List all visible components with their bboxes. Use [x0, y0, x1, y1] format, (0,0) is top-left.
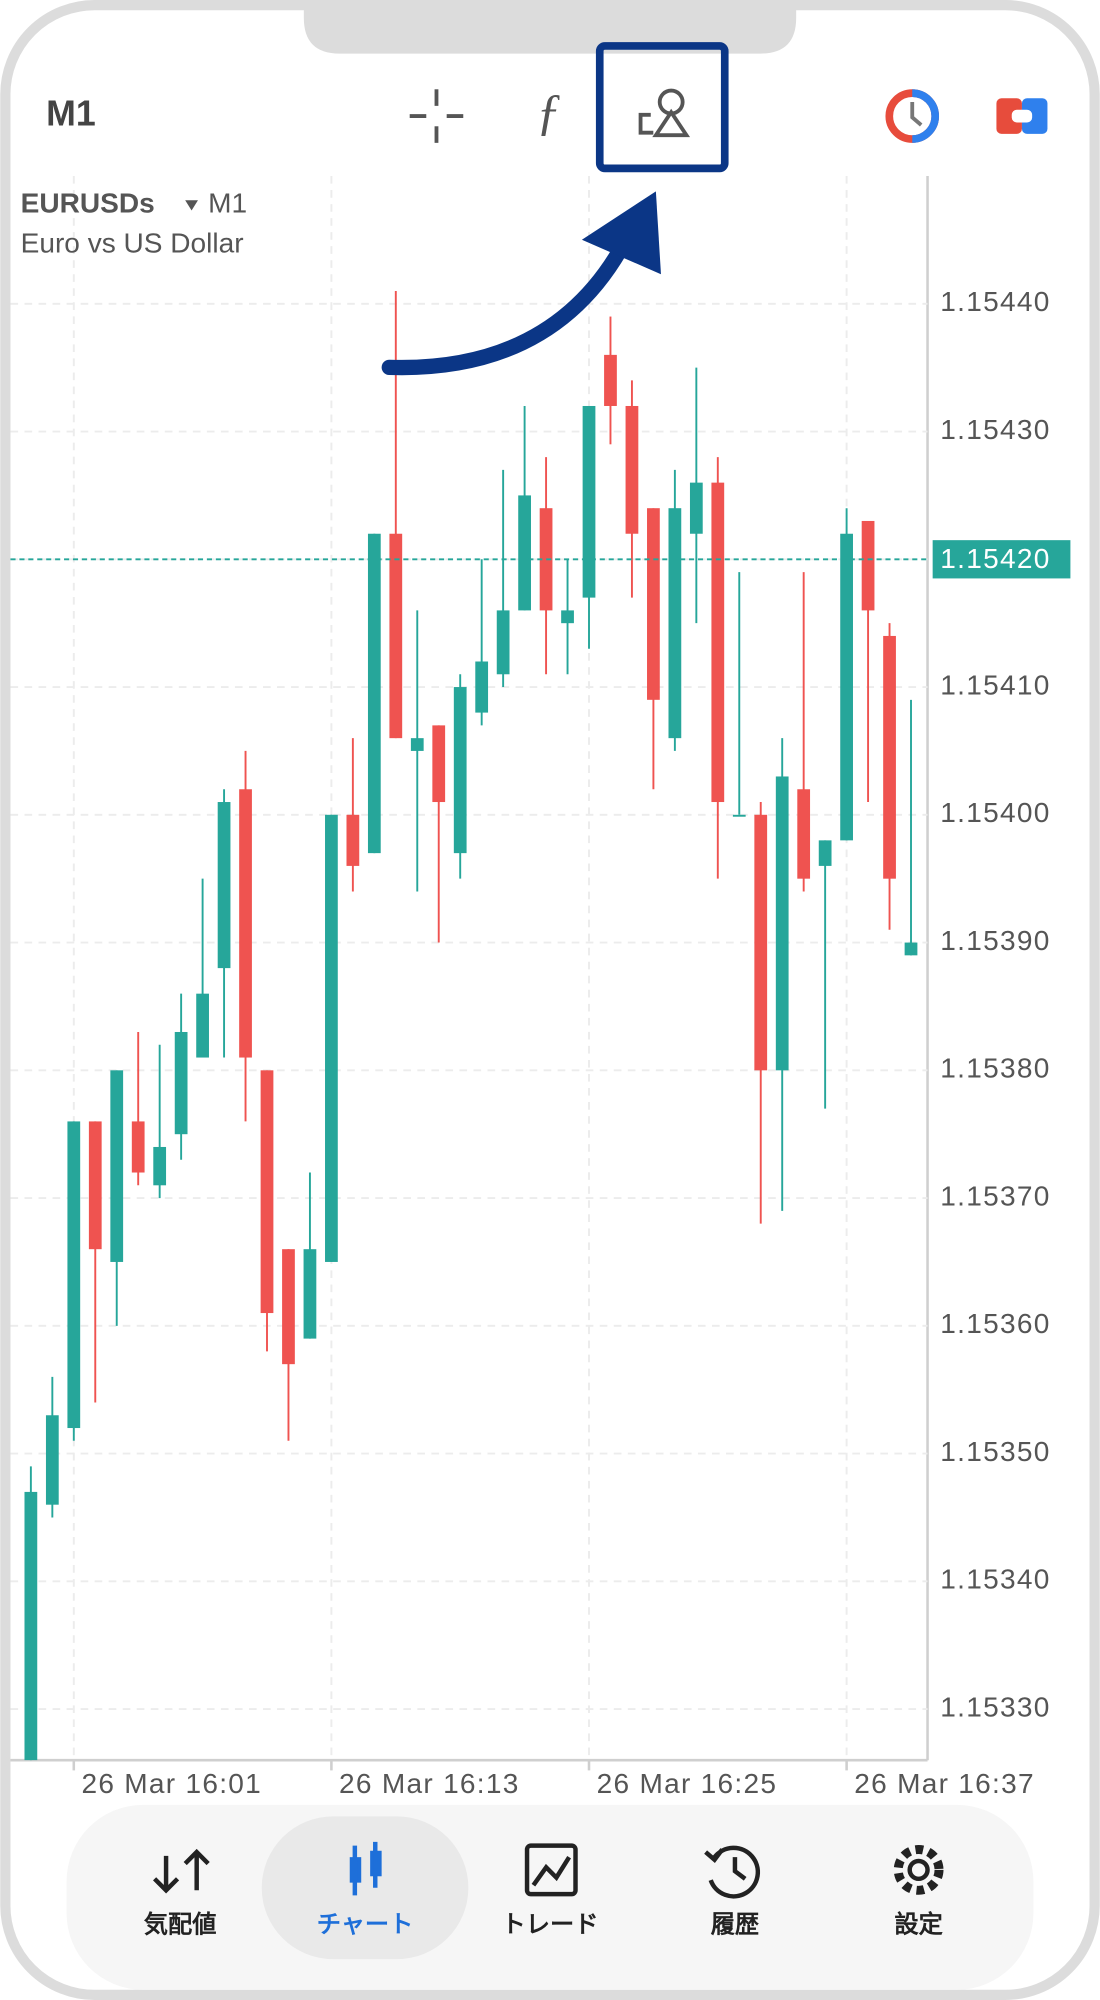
- last-price-box: [932, 540, 1071, 579]
- candle-body: [432, 725, 446, 803]
- crosshair-icon[interactable]: [409, 89, 464, 143]
- candle-body: [625, 405, 639, 534]
- symbol-description: Euro vs US Dollar: [21, 227, 244, 258]
- candle-body: [153, 1146, 167, 1186]
- candle-body: [818, 840, 832, 866]
- candle-body: [131, 1121, 145, 1173]
- candle-body: [174, 1031, 188, 1135]
- y-tick-label: 1.15430: [940, 414, 1050, 445]
- candle-body: [260, 1070, 274, 1314]
- chart-icon[interactable]: [349, 1841, 382, 1896]
- trade-nav-icon[interactable]: [524, 1843, 578, 1897]
- candle-body: [410, 738, 424, 751]
- candle-body: [346, 814, 360, 866]
- candle-body: [45, 1415, 59, 1505]
- dropdown-icon: [185, 200, 198, 211]
- candle-body: [861, 520, 875, 611]
- candle-body: [775, 776, 789, 1071]
- objects-icon[interactable]: [638, 88, 691, 138]
- candle-body: [904, 942, 918, 956]
- x-tick-label: 26 Mar 16:13: [339, 1768, 520, 1799]
- symbol: EURUSDs: [21, 188, 155, 219]
- y-tick-label: 1.15390: [940, 925, 1050, 956]
- x-tick-label: 26 Mar 16:25: [597, 1768, 778, 1799]
- candle-body: [303, 1249, 317, 1339]
- candle-body: [582, 405, 596, 598]
- pointer-arrow: [381, 191, 661, 376]
- candle-body: [367, 533, 381, 854]
- candle-body: [282, 1249, 295, 1365]
- candle-body: [539, 508, 553, 611]
- settings-icon[interactable]: [893, 1845, 944, 1895]
- candle-body: [217, 802, 231, 969]
- candle-body: [689, 482, 703, 534]
- y-tick-label: 1.15410: [940, 669, 1050, 700]
- indicator-icon[interactable]: ƒ: [536, 85, 562, 141]
- candle-body: [647, 508, 660, 700]
- candle-body: [840, 533, 853, 841]
- chart: [10, 176, 929, 1762]
- y-tick-label: 1.15380: [940, 1053, 1050, 1084]
- candle-body: [732, 814, 746, 817]
- y-tick-label: 1.15400: [940, 797, 1050, 828]
- nav-bar: [66, 1804, 1034, 1990]
- candle-body: [668, 508, 682, 739]
- nav-label[interactable]: トレード: [502, 1911, 599, 1938]
- candle-body: [883, 635, 896, 879]
- x-tick-label: 26 Mar 16:01: [81, 1768, 262, 1799]
- nav-label[interactable]: チャート: [317, 1911, 414, 1938]
- candle-body: [561, 610, 574, 624]
- y-tick-label: 1.15370: [940, 1180, 1050, 1211]
- nav-active-pill: [261, 1816, 469, 1960]
- timeframe-button[interactable]: M1: [46, 94, 96, 134]
- y-tick-label: 1.15330: [940, 1692, 1050, 1723]
- candle-body: [797, 789, 811, 879]
- candle-body: [325, 814, 338, 1262]
- y-tick-label: 1.15440: [940, 286, 1050, 317]
- quotes-icon[interactable]: [153, 1848, 210, 1894]
- candle-body: [453, 687, 467, 854]
- candle-body: [475, 661, 489, 713]
- candle-body: [24, 1491, 38, 1761]
- y-tick-label: 1.15360: [940, 1308, 1050, 1339]
- candle-body: [67, 1121, 81, 1429]
- y-tick-label: 1.15340: [940, 1564, 1050, 1595]
- candle-body: [754, 814, 768, 1071]
- nav-label[interactable]: 気配値: [144, 1910, 217, 1938]
- nav-icons: [153, 1841, 944, 1899]
- candle-body: [389, 533, 403, 739]
- candle-body: [518, 495, 531, 611]
- history-icon[interactable]: [704, 1845, 761, 1899]
- y-tick-label: 1.15350: [940, 1436, 1050, 1467]
- candle-body: [604, 354, 617, 406]
- last-price-label: 1.15420: [940, 543, 1050, 574]
- one-click-icon[interactable]: [885, 89, 940, 143]
- chart-timeframe: M1: [208, 188, 247, 219]
- x-tick-label: 26 Mar 16:37: [854, 1768, 1035, 1799]
- candle-body: [196, 993, 209, 1058]
- highlight-box: [595, 42, 729, 173]
- plot: [10, 176, 928, 1761]
- candle-body: [110, 1070, 124, 1262]
- nav-label[interactable]: 履歴: [711, 1911, 759, 1938]
- trade-icon[interactable]: [996, 98, 1048, 134]
- candle-body: [711, 482, 725, 803]
- candle-body: [88, 1121, 102, 1250]
- nav-label[interactable]: 設定: [894, 1910, 943, 1938]
- candle-body: [496, 610, 510, 675]
- candle-body: [239, 789, 252, 1058]
- notch: [303, 0, 797, 54]
